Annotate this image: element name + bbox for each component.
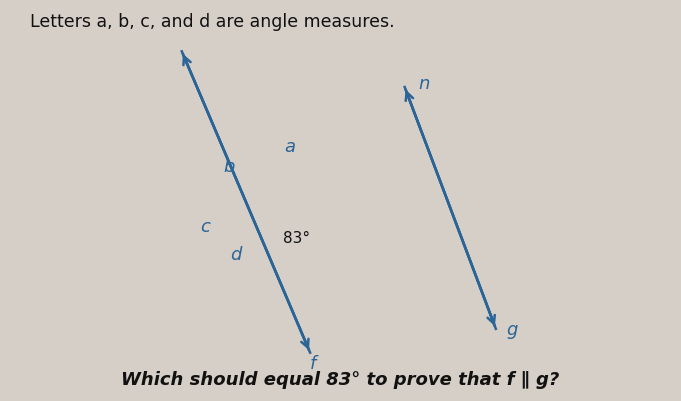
Text: Which should equal 83° to prove that f ∥ g?: Which should equal 83° to prove that f ∥…	[121, 371, 560, 388]
Text: 83°: 83°	[283, 231, 311, 245]
Text: c: c	[200, 217, 210, 235]
Text: g: g	[506, 320, 518, 338]
Text: b: b	[223, 158, 235, 176]
Text: f: f	[310, 354, 317, 372]
Text: d: d	[230, 245, 242, 263]
Text: n: n	[418, 75, 430, 93]
Text: a: a	[285, 138, 296, 156]
Text: Letters a, b, c, and d are angle measures.: Letters a, b, c, and d are angle measure…	[30, 13, 394, 30]
